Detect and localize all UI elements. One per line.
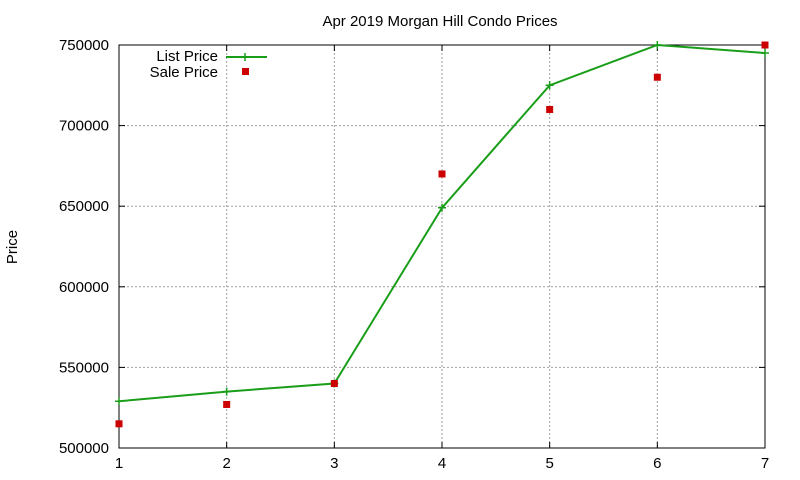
x-tick-label: 7 — [761, 455, 769, 472]
series-layer — [115, 41, 769, 428]
sale-price-point — [223, 400, 231, 408]
legend: List Price Sale Price — [150, 48, 267, 81]
y-tick-label: 750000 — [59, 37, 109, 54]
y-tick-label: 700000 — [59, 118, 109, 135]
y-tick-label: 500000 — [59, 440, 109, 457]
sale-price-point — [115, 420, 123, 428]
legend-label-list-price: List Price — [156, 48, 218, 65]
legend-label-sale-price: Sale Price — [150, 64, 218, 81]
sale-price-point — [761, 41, 769, 49]
sale-price-point — [546, 105, 554, 113]
list-price-point — [653, 41, 662, 49]
grid — [118, 44, 766, 449]
x-tick-label: 3 — [330, 455, 338, 472]
y-tick-label: 600000 — [59, 279, 109, 296]
sale-price-point — [438, 170, 446, 178]
y-tick-labels: 500000 550000 600000 650000 700000 750000 — [59, 37, 109, 457]
y-axis-label: Price — [4, 230, 21, 264]
chart-title: Apr 2019 Morgan Hill Condo Prices — [322, 13, 557, 30]
legend-marker-sale-price — [242, 68, 249, 75]
x-tick-labels: 1 2 3 4 5 6 7 — [115, 455, 769, 472]
list-price-point — [545, 81, 554, 90]
list-price-point — [115, 397, 123, 406]
sale-price-point — [330, 380, 338, 388]
y-tick-label: 550000 — [59, 359, 109, 376]
list-price-point — [222, 387, 231, 396]
sale-price-point — [653, 73, 661, 81]
x-tick-label: 5 — [545, 455, 553, 472]
plot-frame — [118, 44, 766, 449]
x-tick-label: 4 — [438, 455, 446, 472]
list-price-point — [761, 49, 769, 58]
x-tick-label: 1 — [115, 455, 123, 472]
x-tick-label: 2 — [222, 455, 230, 472]
x-tick-label: 6 — [653, 455, 661, 472]
list-price-point — [438, 203, 446, 212]
y-tick-label: 650000 — [59, 198, 109, 215]
legend-marker-list-price — [241, 53, 249, 61]
